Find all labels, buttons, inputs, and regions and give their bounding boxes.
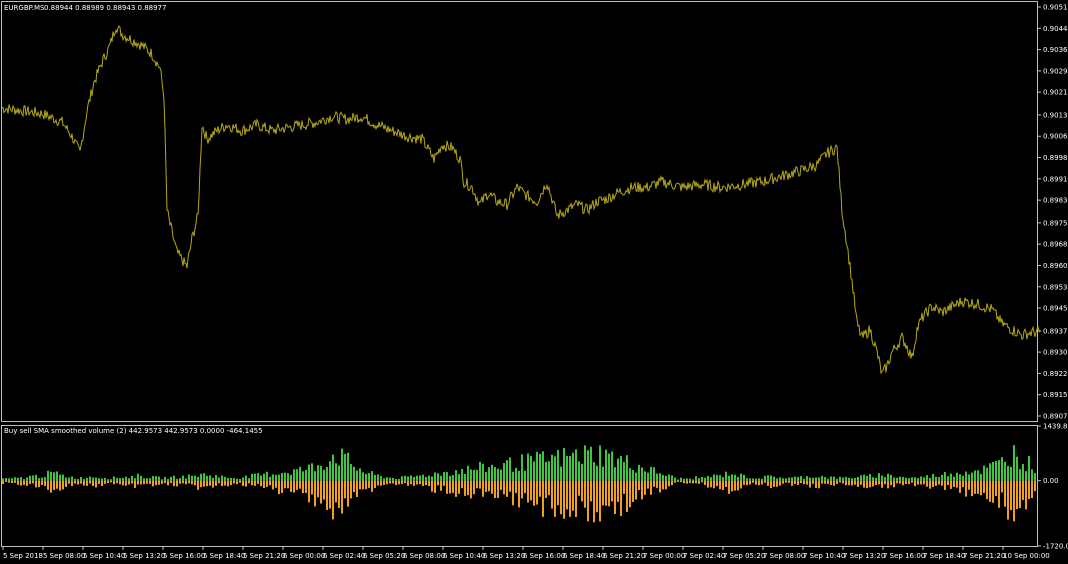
time-tick-label: 7 Sep 00:00 xyxy=(643,552,685,560)
price-tick-label: 0.89605 xyxy=(1043,262,1068,270)
volume-bars xyxy=(2,445,1036,523)
price-line xyxy=(1,25,1041,375)
time-tick-label: 6 Sep 18:40 xyxy=(563,552,605,560)
time-tick-label: 7 Sep 18:40 xyxy=(923,552,965,560)
time-tick-label: 6 Sep 10:40 xyxy=(443,552,485,560)
time-tick-label: 6 Sep 00:00 xyxy=(283,552,325,560)
price-tick-label: 0.89755 xyxy=(1043,219,1068,227)
volume-axis: 1439.866 0.00 -1720.060 xyxy=(1037,423,1068,551)
time-tick-label: 5 Sep 2018 xyxy=(3,552,43,560)
time-tick-label: 6 Sep 16:00 xyxy=(523,552,565,560)
price-tick-label: 0.89225 xyxy=(1043,370,1068,378)
time-tick-label: 7 Sep 10:40 xyxy=(803,552,845,560)
time-axis: 5 Sep 2018 5 Sep 08:005 Sep 10:405 Sep 13… xyxy=(2,546,1050,560)
volume-tick-label: 0.00 xyxy=(1043,477,1059,485)
time-tick-label: 7 Sep 21:20 xyxy=(963,552,1005,560)
time-tick-label: 5 Sep 08:00 xyxy=(43,552,85,560)
price-tick-label: 0.89985 xyxy=(1043,154,1068,162)
time-tick-label: 10 Sep 00:00 xyxy=(1003,552,1050,560)
price-tick-label: 0.89075 xyxy=(1043,413,1068,421)
volume-tick-label: -1720.060 xyxy=(1043,543,1068,551)
time-tick-label: 7 Sep 16:00 xyxy=(883,552,925,560)
time-tick-label: 5 Sep 13:20 xyxy=(123,552,165,560)
time-tick-label: 7 Sep 05:20 xyxy=(723,552,765,560)
price-tick-label: 0.89375 xyxy=(1043,327,1068,335)
time-tick-label: 6 Sep 08:00 xyxy=(403,552,445,560)
main-header-symbol: EURGBP.MS xyxy=(4,4,45,12)
time-tick-label: 6 Sep 05:20 xyxy=(363,552,405,560)
time-tick-label: 7 Sep 02:40 xyxy=(683,552,725,560)
time-tick-label: 6 Sep 02:40 xyxy=(323,552,365,560)
time-tick-label: 6 Sep 13:20 xyxy=(483,552,525,560)
time-tick-label: 7 Sep 13:20 xyxy=(843,552,885,560)
time-tick-label: 6 Sep 21:20 xyxy=(603,552,645,560)
main-header-ohlc: 0.88944 0.88989 0.88943 0.88977 xyxy=(44,4,166,12)
price-tick-label: 0.90215 xyxy=(1043,89,1068,97)
time-tick-label: 5 Sep 10:40 xyxy=(83,552,125,560)
price-tick-label: 0.89835 xyxy=(1043,197,1068,205)
time-tick-label: 5 Sep 21:20 xyxy=(243,552,285,560)
price-tick-label: 0.89455 xyxy=(1043,305,1068,313)
time-tick-label: 5 Sep 18:40 xyxy=(203,552,245,560)
price-tick-label: 0.90135 xyxy=(1043,111,1068,119)
main-panel-frame xyxy=(1,1,1038,422)
price-line-group xyxy=(1,25,1041,375)
time-tick-label: 7 Sep 08:00 xyxy=(763,552,805,560)
sub-header: Buy sell SMA smoothed volume (2) 442.957… xyxy=(4,427,263,435)
volume-tick-label: 1439.866 xyxy=(1043,423,1068,431)
price-tick-label: 0.90515 xyxy=(1043,4,1068,12)
sub-panel-frame xyxy=(1,425,1038,547)
time-tick-label: 5 Sep 16:00 xyxy=(163,552,205,560)
price-tick-label: 0.90365 xyxy=(1043,46,1068,54)
